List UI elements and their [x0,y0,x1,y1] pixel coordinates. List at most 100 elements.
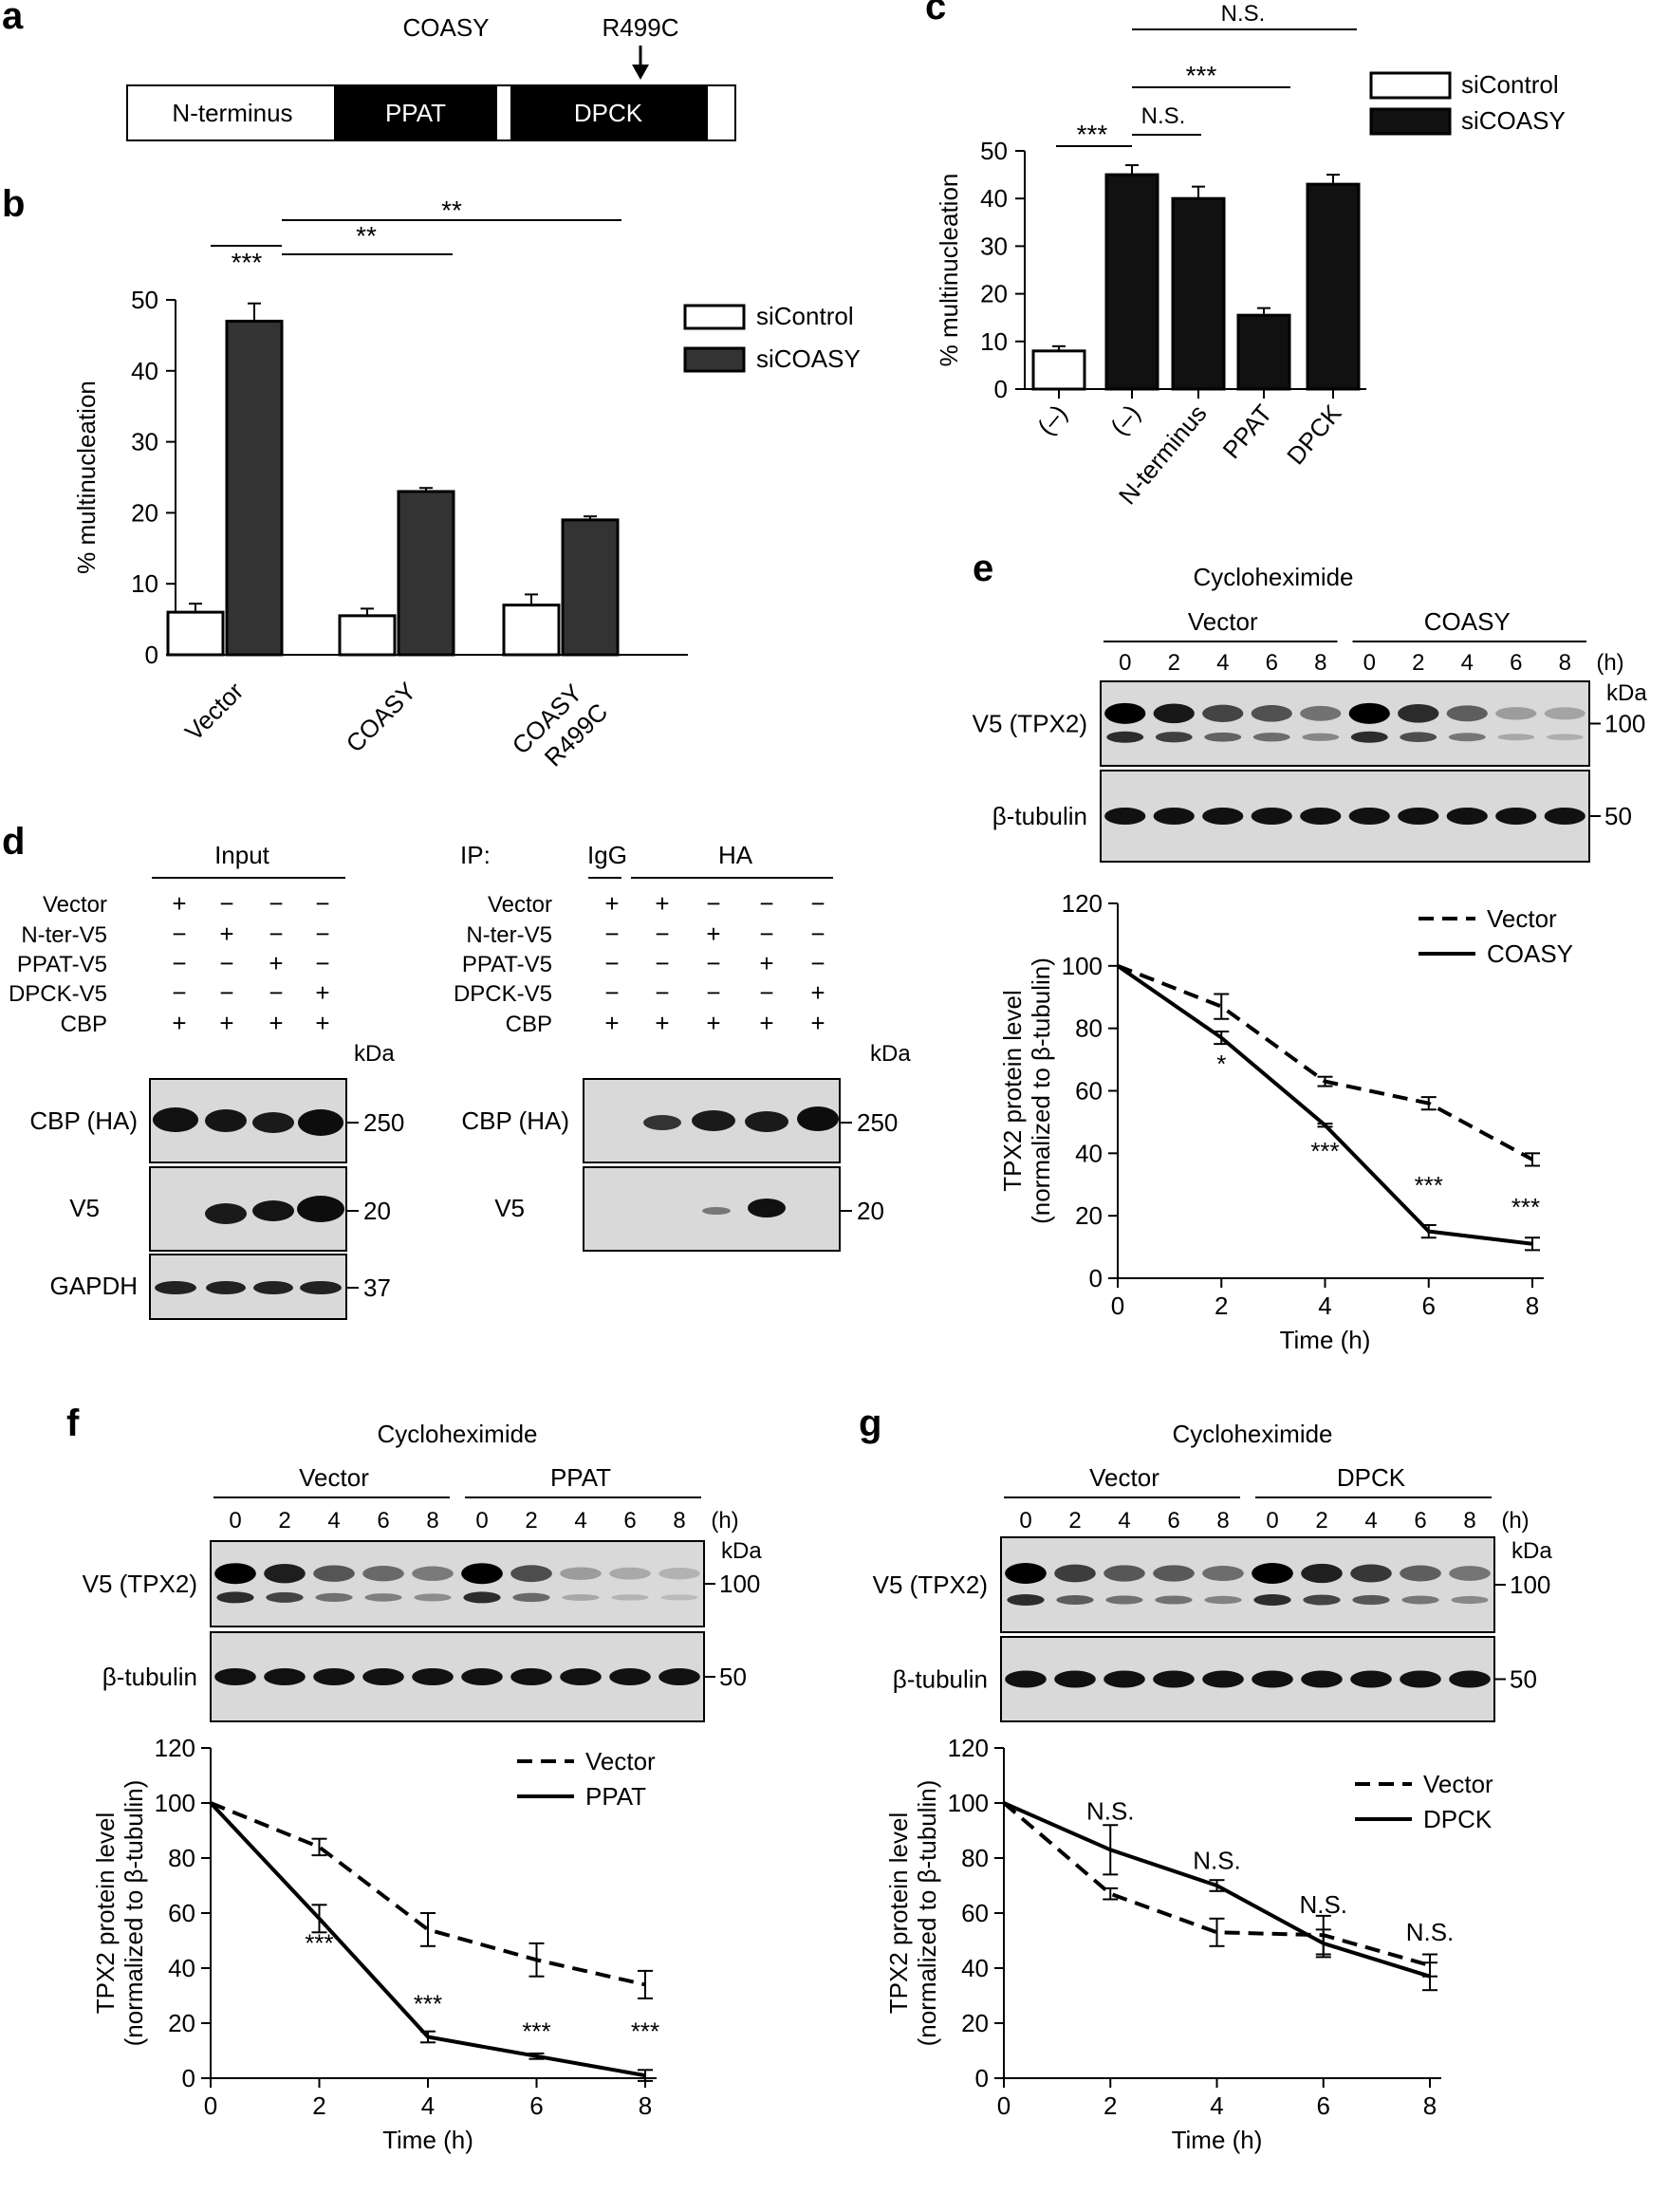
tpx2-band-lower [414,1593,452,1602]
ip-blot-label-cbp: CBP (HA) [461,1106,569,1135]
error-bar [1317,1123,1333,1128]
tubulin-band [1348,808,1390,825]
input-sign: − [269,920,283,948]
y-tick-label: 40 [1075,1139,1103,1167]
tpx2-band [1005,1563,1047,1584]
chart-e: 0 20 40 60 80 100 120 0 2 4 6 8 Time (h) TPX2 protein… [998,889,1573,1354]
x-tick-label: (–) [1104,400,1145,441]
input-sign: − [315,920,329,948]
tpx2-band [1252,1563,1293,1584]
x-axis-label: Time (h) [1172,2126,1263,2154]
tpx2-band-lower [1401,1595,1439,1605]
tubulin-band [1103,1670,1145,1688]
y-tick-label: 50 [131,286,158,314]
legend-label: siCOASY [756,344,861,373]
tpx2-band [1251,705,1292,722]
tpx2-blot [1100,680,1590,767]
mutation-label: R499C [603,13,679,42]
tubulin-band [1153,1670,1195,1688]
y-tick-label: 30 [131,428,158,456]
hours-unit: (h) [1596,650,1623,676]
tpx2-band [1300,705,1342,721]
bar [561,518,620,657]
y-axis-label-2: (normalized to β-tubulin) [1027,957,1055,1224]
input-mw-250: 250 [363,1108,404,1137]
tpx2-band [1398,703,1439,723]
mw-50: 50 [719,1663,747,1691]
tpx2-band-lower [1204,1595,1242,1605]
ip-sign: + [759,1009,773,1037]
input-sign: + [219,1009,233,1037]
time-point-label: 6 [377,1508,389,1534]
y-tick-label: 80 [1075,1014,1103,1043]
ip-mw-250: 250 [857,1108,898,1137]
tpx2-band-lower [1350,731,1388,743]
tpx2-band [1350,1564,1392,1583]
input-sign: − [315,889,329,918]
y-tick-label: 40 [168,1954,195,1982]
time-point-label: 8 [1314,650,1326,676]
x-tick-label: DPCK [1281,399,1347,470]
cycloheximide-title: Cycloheximide [377,1420,537,1448]
input-blots: CBP (HA) V5 GAPDH 250 20 37 [29,1078,404,1320]
ip-sign: + [604,1009,619,1037]
time-point-label: 2 [1168,650,1180,676]
time-point-label: 2 [1068,1508,1081,1534]
tpx2-band [1348,702,1390,724]
ip-sign: − [604,978,619,1007]
input-bands [153,1107,344,1294]
tpx2-band [1301,1563,1343,1584]
cycloheximide-title: Cycloheximide [1193,563,1353,591]
blot-label-beta-tubulin: β-tubulin [893,1665,988,1694]
x-tick-label: 6 [529,2091,543,2120]
sig-label: ** [441,195,462,225]
error-bar [248,302,261,323]
chart-g: 0 20 40 60 80 100 120 0 2 4 6 8 Time (h) TPX2 protein… [884,1734,1493,2154]
input-sign: − [269,889,283,918]
tubulin-band [1350,1670,1392,1688]
y-tick-label: 30 [980,232,1008,260]
tubulin-band [313,1668,355,1685]
time-point-label: 8 [1559,650,1571,676]
input-row-label: DPCK-V5 [9,981,107,1007]
legend-swatch [683,346,746,373]
time-point-label: 4 [574,1508,586,1534]
tpx2-band-lower [1155,1595,1193,1605]
y-tick-label: 120 [155,1734,195,1762]
mw-50: 50 [1604,802,1632,830]
series-line-vector [210,1801,646,1987]
input-sign: − [172,949,186,977]
time-point-label: 2 [1315,1508,1327,1534]
tpx2-band-lower [1448,733,1486,742]
ip-sign: + [604,889,619,918]
bar [1031,349,1086,391]
y-tick-label: 120 [948,1734,989,1762]
tubulin-band [1446,808,1488,825]
ip-sign: − [706,889,720,918]
tpx2-band-lower [1352,1594,1390,1606]
blot-g: Cycloheximide Vector DPCK 0 2 4 6 8 0 2 4 6 8 (h) kDa V… [873,1420,1552,1722]
tpx2-band [609,1567,651,1580]
x-tick-label: Vector [179,677,250,747]
sig-label: *** [232,248,263,277]
ppat-domain [334,86,497,139]
tubulin-band [1202,808,1244,825]
time-point-label: 4 [1216,650,1229,676]
time-point-label: 4 [1461,650,1474,676]
tubulin-band [560,1668,602,1685]
y-tick-label: 60 [168,1899,195,1927]
bar [338,614,397,657]
sig-label: N.S. [1221,1,1266,27]
tpx2-band [1202,704,1244,722]
time-point-label: 6 [623,1508,636,1534]
input-mw-37: 37 [363,1273,391,1302]
tubulin-band [1495,808,1537,825]
tpx2-band-lower [1451,1595,1489,1605]
tpx2-band [412,1566,454,1581]
domain-diagram: N-terminus PPAT DPCK [126,84,736,141]
input-kda-label: kDa [354,1041,395,1067]
